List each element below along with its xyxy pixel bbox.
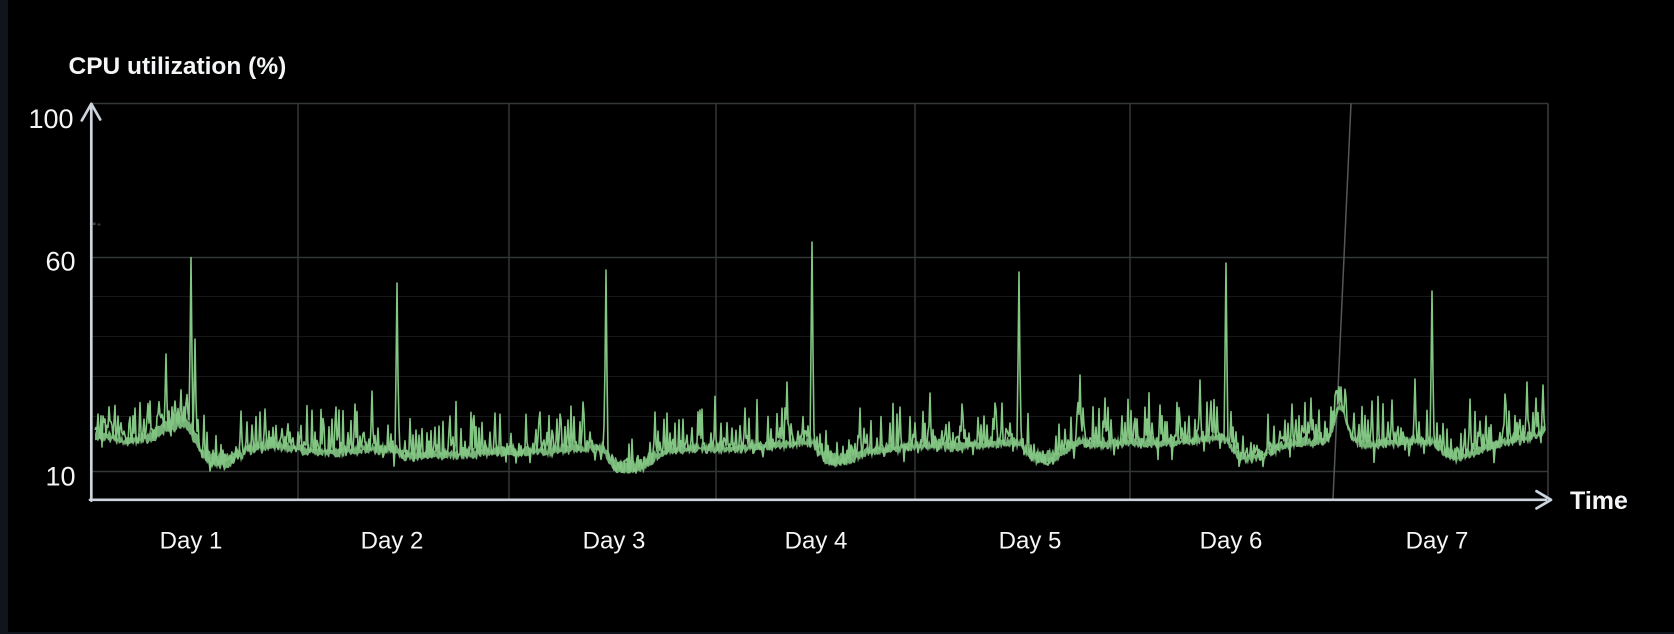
svg-text:Day 6: Day 6 bbox=[1200, 528, 1263, 555]
svg-text:Day 3: Day 3 bbox=[583, 528, 646, 555]
svg-text:60: 60 bbox=[45, 247, 75, 277]
svg-text:Day 1: Day 1 bbox=[160, 528, 223, 555]
svg-text:Day 4: Day 4 bbox=[785, 528, 848, 555]
svg-text:100: 100 bbox=[28, 104, 73, 134]
svg-text:Time: Time bbox=[1570, 487, 1628, 515]
svg-text:10: 10 bbox=[45, 462, 75, 492]
svg-text:Day 7: Day 7 bbox=[1406, 528, 1469, 555]
svg-text:CPU utilization (%): CPU utilization (%) bbox=[69, 53, 287, 80]
svg-text:Day 2: Day 2 bbox=[361, 528, 424, 555]
svg-text:Day 5: Day 5 bbox=[999, 528, 1062, 555]
